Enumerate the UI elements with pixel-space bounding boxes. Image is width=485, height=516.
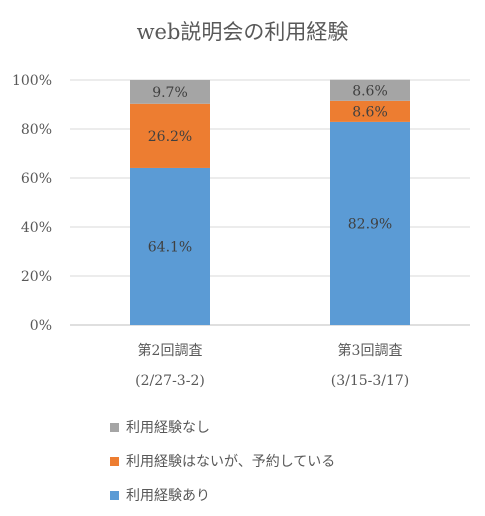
bar-segment <box>330 79 410 101</box>
y-tick-label: 20% <box>21 269 52 285</box>
legend-label: 利用経験なし <box>126 420 210 436</box>
y-tick-label: 60% <box>21 171 52 187</box>
x-category-label: 第2回調査 <box>138 342 203 359</box>
data-label: 26.2% <box>148 129 192 145</box>
legend-swatch <box>110 490 119 500</box>
x-category-label: 第3回調査 <box>338 342 403 359</box>
y-tick-label: 80% <box>21 122 52 138</box>
legend-item: 利用経験はないが、予約している <box>110 444 335 478</box>
chart-title: web説明会の利用経験 <box>136 20 349 44</box>
data-label: 82.9% <box>348 216 392 232</box>
legend-item: 利用経験なし <box>110 410 335 444</box>
legend-label: 利用経験あり <box>126 488 210 504</box>
x-category-label: (3/15-3/17) <box>331 373 410 389</box>
chart-legend: 利用経験なし利用経験はないが、予約している 利用経験あり <box>110 410 335 512</box>
data-label: 9.7% <box>152 85 188 101</box>
legend-swatch <box>110 456 119 466</box>
bar-segment <box>130 167 210 325</box>
x-category-label: (2/27-3-2) <box>135 373 205 389</box>
legend-label: 利用経験はないが、予約している <box>126 454 336 470</box>
data-label: 8.6% <box>352 104 388 120</box>
legend-swatch <box>110 422 119 432</box>
stacked-bar-chart: 0% 20% 40% 60% 80% 100% 64.1% 26.2% 9.7% 第2回調査 (2/… <box>12 73 470 389</box>
legend-item: 利用経験あり <box>110 478 335 512</box>
data-label: 8.6% <box>352 83 388 99</box>
bar-segment <box>330 100 410 122</box>
bar-segment <box>130 103 210 168</box>
y-tick-label: 100% <box>12 73 52 89</box>
data-label: 64.1% <box>148 239 192 255</box>
y-tick-label: 40% <box>21 220 52 236</box>
y-tick-label: 0% <box>30 318 52 334</box>
bar-segment <box>130 80 210 104</box>
bar-segment <box>330 121 410 326</box>
